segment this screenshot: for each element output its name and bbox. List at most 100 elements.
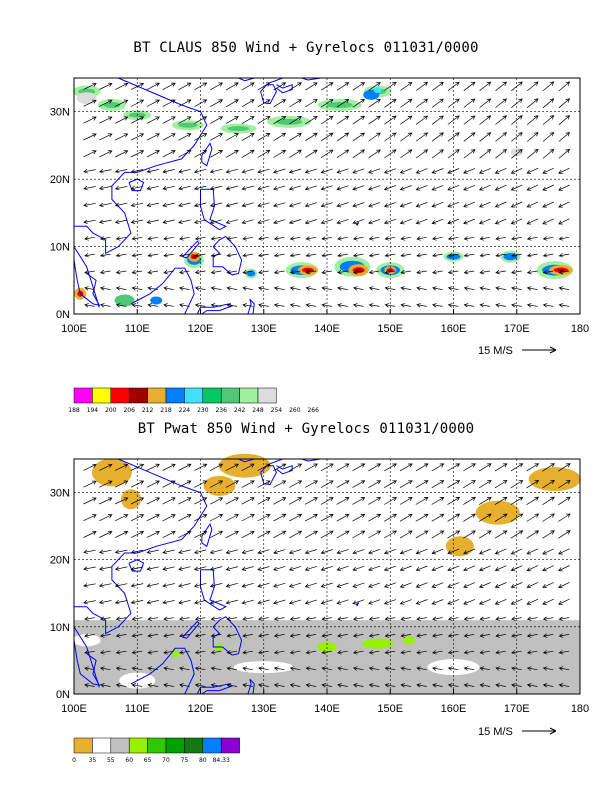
wind-vector <box>542 269 554 275</box>
wind-vector <box>289 253 301 258</box>
wind-vector <box>431 497 445 505</box>
wind-vector <box>273 530 287 539</box>
wind-vector <box>479 666 491 671</box>
wind-vector <box>225 497 239 505</box>
wind-vector <box>447 513 461 522</box>
wind-vector <box>510 513 524 522</box>
wind-vector <box>162 549 175 555</box>
wind-vector <box>383 218 397 225</box>
wind-vector <box>400 253 412 258</box>
wind-vector <box>416 683 427 688</box>
wind-vector <box>368 218 381 225</box>
wind-vector <box>241 497 255 505</box>
wind-vector <box>178 116 192 124</box>
wind-vector <box>526 148 539 159</box>
wind-vector <box>352 82 365 91</box>
colorbar-label: 55 <box>107 757 115 764</box>
wind-vector <box>510 184 523 191</box>
wind-vector <box>542 633 554 638</box>
wind-vector <box>495 286 506 291</box>
wind-vector <box>383 582 397 588</box>
wind-vector <box>146 219 159 225</box>
wind-vector <box>288 566 302 572</box>
wind-vector <box>84 253 95 258</box>
wind-vector <box>193 549 207 555</box>
wind-vector <box>447 218 460 225</box>
wind-vector <box>320 99 334 108</box>
wind-vector <box>495 149 507 159</box>
wind-vector <box>258 633 269 638</box>
wind-vector <box>494 496 508 505</box>
coastline <box>73 260 101 306</box>
lon-label: 130E <box>251 323 277 335</box>
wind-vector <box>241 82 255 91</box>
wind-vector <box>558 581 570 589</box>
wind-vector <box>416 303 427 308</box>
wind-vector <box>194 583 207 588</box>
wind-vector <box>242 286 253 291</box>
wind-vector <box>542 236 554 241</box>
wind-vector <box>495 633 506 638</box>
panel1-lon-labels: 100E 110E 120E 130E 140E 150E 160E 170E 180 <box>61 323 589 335</box>
wind-vector <box>162 82 176 91</box>
wind-vector <box>494 530 508 539</box>
wind-vector <box>99 480 113 488</box>
colorbar-label: 230 <box>197 407 209 414</box>
wind-vector <box>147 286 159 291</box>
wind-vector <box>399 201 412 208</box>
wind-vector <box>194 99 208 108</box>
wind-vector <box>320 149 334 158</box>
pwat-gap <box>72 634 101 647</box>
wind-vector <box>273 303 285 308</box>
wind-vector <box>542 513 555 522</box>
wind-vector <box>83 116 97 124</box>
coastline <box>247 678 255 695</box>
wind-vector <box>241 582 254 588</box>
wind-vector <box>447 253 459 258</box>
wind-vector <box>526 496 540 505</box>
wind-vector <box>209 549 223 555</box>
wind-vector <box>399 463 413 472</box>
wind-vector <box>194 650 206 655</box>
wind-vector <box>289 480 303 488</box>
wind-vector <box>352 633 364 638</box>
panel1-gridlines <box>73 78 581 314</box>
wind-vector <box>241 149 255 158</box>
wind-vector <box>336 168 349 174</box>
wind-vector <box>384 650 396 655</box>
wind-vector <box>511 81 523 92</box>
wind-vector <box>162 480 176 488</box>
wind-vector <box>463 115 476 125</box>
wind-vector <box>163 253 174 258</box>
wind-vector <box>304 463 318 472</box>
wind-vector <box>210 286 222 291</box>
wind-vector <box>384 480 397 489</box>
wind-vector <box>163 236 174 241</box>
wind-vector <box>179 303 190 308</box>
wind-vector <box>194 683 206 688</box>
lat-label: 30N <box>50 488 70 500</box>
wind-vector <box>178 583 191 588</box>
coastline <box>201 522 213 548</box>
wind-vector <box>304 549 318 555</box>
lon-label: 120E <box>188 703 214 715</box>
wind-vector <box>352 303 364 308</box>
wind-vector <box>162 583 175 588</box>
wind-vector <box>416 616 427 621</box>
wind-vector <box>384 633 396 638</box>
wind-vector <box>368 168 381 174</box>
wind-vector <box>193 599 207 605</box>
wind-vector <box>305 253 317 258</box>
wind-vector <box>526 132 539 142</box>
wind-vector <box>304 480 318 488</box>
wind-vector <box>225 202 238 208</box>
colorbar-label: 70 <box>162 757 170 764</box>
wind-vector <box>463 149 476 159</box>
wind-vector <box>321 286 332 291</box>
wind-vector <box>384 81 397 91</box>
wind-vector <box>209 583 223 588</box>
wind-vector <box>415 497 429 505</box>
wind-vector <box>289 530 303 539</box>
panel2-ref-vector-head <box>549 727 557 735</box>
coastline <box>355 602 360 607</box>
